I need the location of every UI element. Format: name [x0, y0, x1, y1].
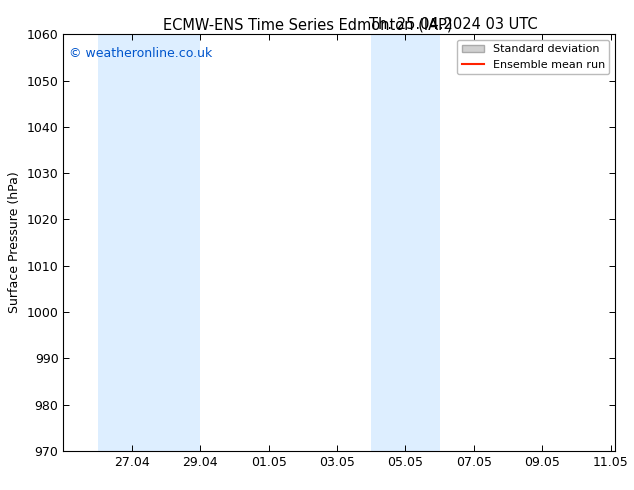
- Legend: Standard deviation, Ensemble mean run: Standard deviation, Ensemble mean run: [457, 40, 609, 74]
- Bar: [132, 34, 200, 451]
- Bar: [372, 34, 406, 451]
- Text: Th. 25.04.2024 03 UTC: Th. 25.04.2024 03 UTC: [369, 17, 538, 32]
- Bar: [406, 34, 439, 451]
- Y-axis label: Surface Pressure (hPa): Surface Pressure (hPa): [8, 172, 21, 314]
- Bar: [98, 34, 132, 451]
- Text: ECMW-ENS Time Series Edmonton (IAP): ECMW-ENS Time Series Edmonton (IAP): [163, 17, 452, 32]
- Text: © weatheronline.co.uk: © weatheronline.co.uk: [69, 47, 212, 60]
